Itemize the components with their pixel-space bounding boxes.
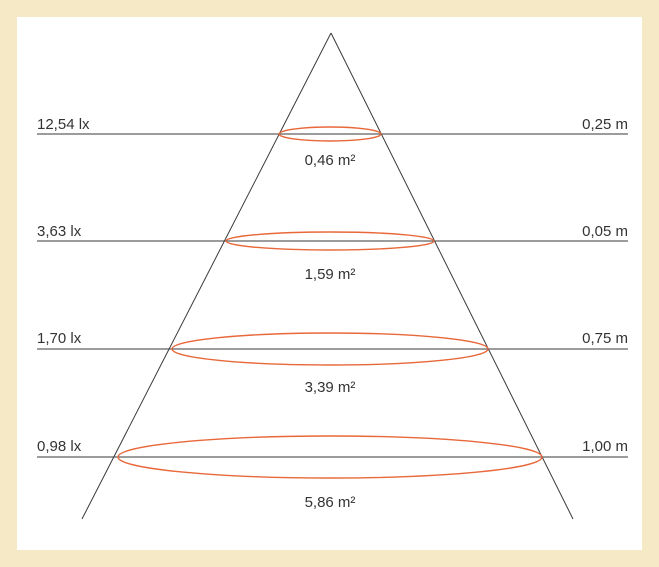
illuminance-label: 12,54 lx [37, 116, 90, 133]
area-label: 1,59 m² [305, 266, 356, 283]
level-4: 0,98 lx 1,00 m 5,86 m² [37, 436, 628, 511]
illuminance-label: 0,98 lx [37, 438, 82, 455]
cone-left-edge [82, 33, 331, 519]
distance-label: 1,00 m [582, 438, 628, 455]
level-3: 1,70 lx 0,75 m 3,39 m² [37, 330, 628, 396]
illuminance-label: 1,70 lx [37, 330, 82, 347]
distance-label: 0,05 m [582, 223, 628, 240]
area-label: 3,39 m² [305, 379, 356, 396]
cone-right-edge [331, 33, 573, 519]
distance-label: 0,75 m [582, 330, 628, 347]
level-2: 3,63 lx 0,05 m 1,59 m² [37, 223, 628, 283]
distance-label: 0,25 m [582, 116, 628, 133]
illuminance-label: 3,63 lx [37, 223, 82, 240]
level-1: 12,54 lx 0,25 m 0,46 m² [37, 116, 628, 169]
area-label: 5,86 m² [305, 494, 356, 511]
area-label: 0,46 m² [305, 152, 356, 169]
